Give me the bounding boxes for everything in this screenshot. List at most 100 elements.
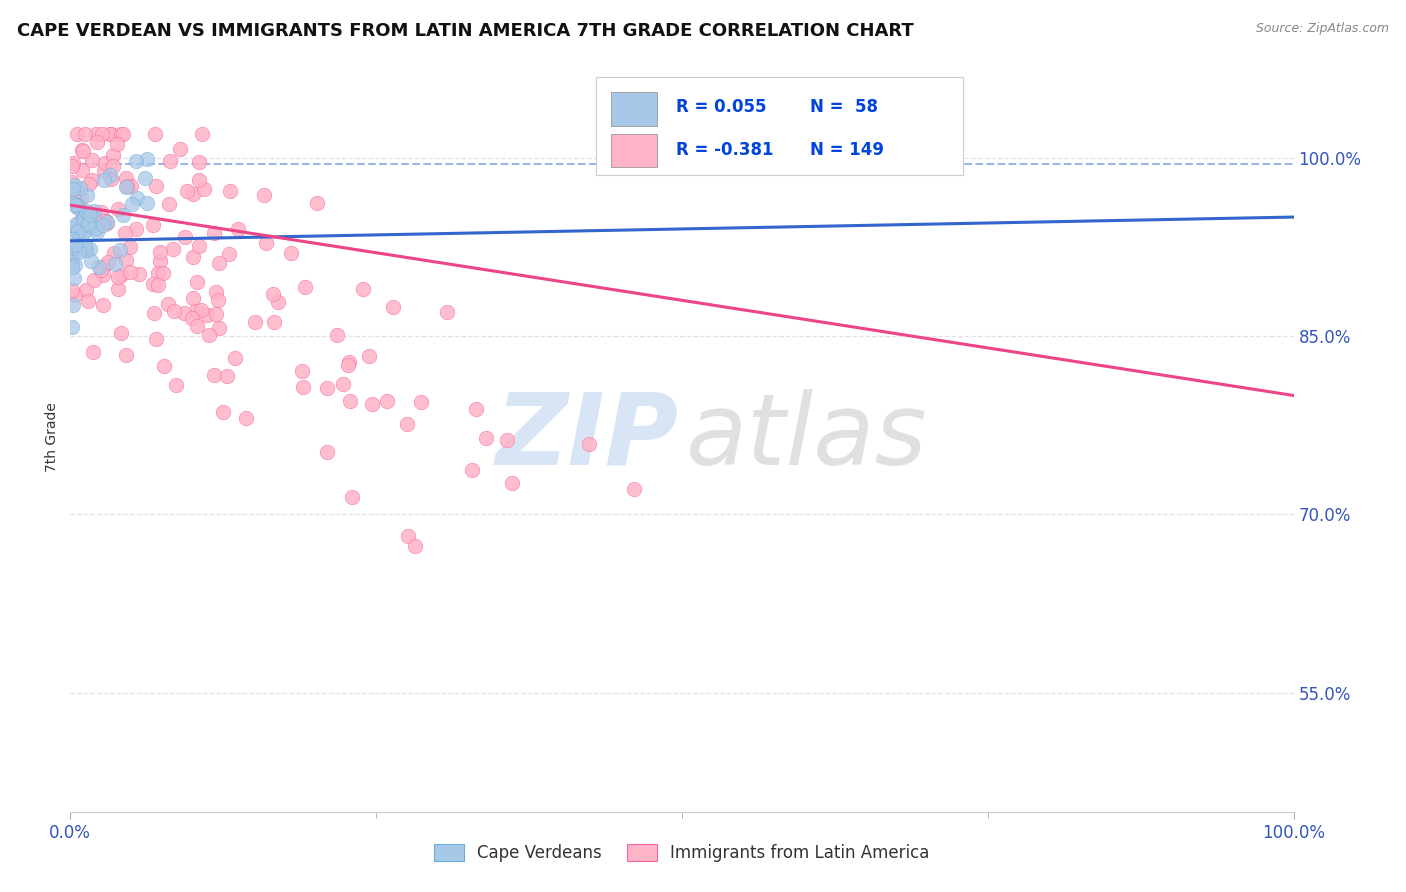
Point (72, 211, 94, 226)
Point (62, 298, 84, 312)
Point (184, 304, 207, 318)
Point (93, 163, 115, 178)
Point (342, 490, 364, 504)
Point (332, 377, 354, 392)
Point (146, 266, 169, 280)
Point (145, 127, 167, 141)
Point (218, 184, 240, 198)
Point (208, 321, 231, 335)
Point (79, 208, 101, 222)
Point (79, 242, 101, 256)
Legend: Cape Verdeans, Immigrants from Latin America: Cape Verdeans, Immigrants from Latin Ame… (426, 836, 938, 871)
Point (115, 180, 138, 194)
Point (121, 197, 143, 211)
Point (110, 326, 132, 341)
Point (337, 359, 360, 373)
Point (76, 217, 98, 231)
Point (107, 202, 129, 216)
Point (65, 288, 87, 302)
Point (143, 306, 166, 320)
Point (63, 195, 86, 210)
Point (186, 319, 208, 334)
Point (86, 135, 108, 149)
Point (98, 168, 121, 182)
Point (205, 307, 228, 321)
Point (375, 394, 398, 409)
Point (253, 187, 276, 202)
Point (93, 156, 115, 170)
Point (157, 197, 180, 211)
Text: Source: ZipAtlas.com: Source: ZipAtlas.com (1256, 22, 1389, 36)
Point (66, 201, 89, 215)
Point (63, 241, 86, 255)
Point (118, 265, 141, 279)
Point (70, 191, 93, 205)
Point (436, 305, 458, 319)
Point (316, 445, 339, 459)
Point (96, 214, 118, 228)
Point (623, 482, 645, 496)
Point (63, 218, 86, 232)
Point (267, 294, 290, 309)
Point (115, 170, 138, 185)
Point (191, 127, 214, 141)
Point (211, 405, 233, 419)
Point (75, 283, 97, 297)
Point (93, 260, 115, 274)
Point (156, 297, 179, 311)
Point (207, 293, 229, 308)
Point (63, 258, 86, 272)
Point (93, 173, 115, 187)
Point (181, 187, 204, 202)
Point (107, 282, 129, 296)
Point (263, 315, 285, 329)
Point (205, 285, 228, 299)
Point (63, 246, 86, 260)
Point (115, 179, 138, 194)
Point (193, 182, 215, 196)
Point (72, 144, 94, 158)
Point (162, 304, 184, 318)
Point (187, 155, 209, 169)
Point (83, 212, 105, 227)
Text: R = 0.055: R = 0.055 (676, 98, 766, 116)
Text: ZIP: ZIP (495, 389, 678, 485)
Point (75, 239, 97, 253)
Point (159, 154, 181, 169)
Point (60, 175, 83, 189)
Point (89, 260, 111, 274)
Point (101, 159, 124, 173)
Point (202, 226, 225, 240)
Point (93, 298, 115, 312)
Point (63, 193, 86, 207)
Point (145, 332, 167, 346)
Point (66, 198, 89, 212)
Point (280, 246, 302, 260)
Point (66, 127, 89, 141)
Point (80, 153, 103, 167)
Point (82, 344, 104, 359)
Point (337, 355, 360, 369)
Point (96, 216, 118, 230)
Point (60, 181, 83, 195)
Point (90, 204, 112, 219)
Point (60, 283, 83, 297)
Point (72, 204, 94, 219)
Text: atlas: atlas (686, 389, 927, 485)
Point (62, 182, 84, 196)
Point (578, 437, 600, 451)
Point (195, 308, 218, 322)
Point (72, 209, 94, 223)
Point (352, 282, 374, 296)
Point (125, 153, 148, 168)
Point (235, 411, 257, 425)
Point (464, 401, 486, 416)
Point (181, 250, 204, 264)
Point (112, 208, 135, 222)
FancyBboxPatch shape (596, 78, 963, 175)
Point (103, 257, 125, 271)
Point (60, 222, 83, 236)
Point (359, 349, 381, 363)
Point (152, 266, 174, 280)
Text: N =  58: N = 58 (810, 98, 879, 116)
